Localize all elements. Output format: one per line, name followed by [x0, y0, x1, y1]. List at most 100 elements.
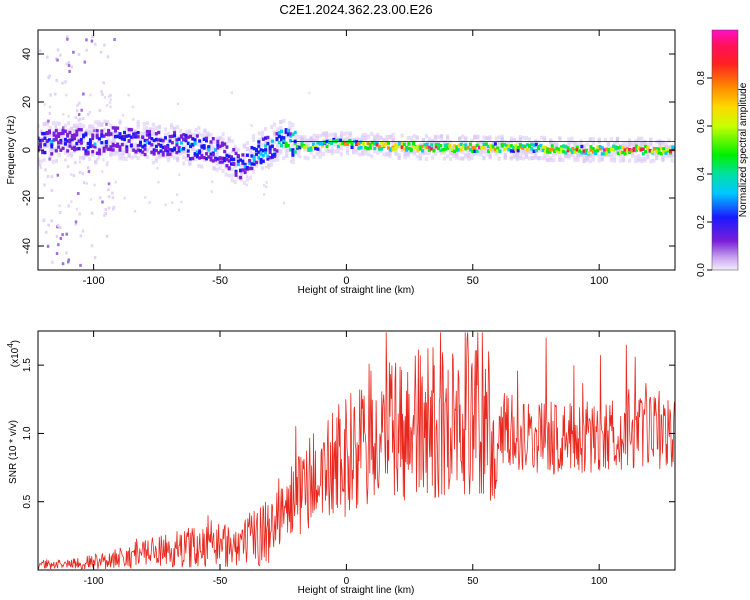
spectrogram-cell	[54, 137, 58, 142]
spectrogram-halo-cell	[670, 149, 674, 154]
spectrogram-halo-cell	[333, 134, 337, 139]
spectrogram-halo-cell	[324, 134, 328, 139]
spectrogram-cell	[202, 137, 206, 141]
spectrogram-halo-cell	[582, 144, 586, 149]
spectrogram-halo-cell	[309, 150, 313, 155]
spectrogram-halo-cell	[552, 153, 556, 158]
spectrogram-noise-cell	[85, 48, 88, 52]
spectrogram-x-tick-label: -50	[212, 275, 228, 287]
snr-y-label: SNR (10 * v/v)	[8, 420, 19, 484]
spectrogram-halo-cell	[579, 152, 583, 157]
spectrogram-halo-cell	[388, 152, 392, 157]
spectrogram-cell	[157, 130, 161, 135]
spectrogram-cell	[364, 145, 368, 150]
spectrogram-halo-cell	[549, 142, 553, 147]
spectrogram-halo-cell	[540, 156, 544, 161]
spectrogram-halo-cell	[518, 156, 522, 161]
spectrogram-noise-cell	[67, 204, 70, 208]
spectrogram-cell	[182, 133, 186, 137]
spectrogram-cell	[521, 144, 525, 148]
spectrogram-halo-cell	[297, 150, 301, 155]
spectrogram-cell	[605, 147, 609, 152]
spectrogram-noise-cell	[39, 49, 42, 53]
spectrogram-halo-cell	[361, 138, 365, 143]
spectrogram-cell	[170, 134, 174, 138]
spectrogram-halo-cell	[482, 149, 486, 154]
spectrogram-cell	[598, 147, 602, 151]
spectrogram-cell	[439, 143, 443, 148]
spectrogram-halo-cell	[270, 125, 274, 130]
spectrogram-cell	[70, 137, 74, 142]
spectrogram-cell	[52, 131, 56, 136]
spectrogram-halo-cell	[576, 153, 580, 158]
spectrogram-halo-cell	[145, 147, 149, 152]
spectrogram-cell	[409, 148, 413, 153]
spectrogram-noise-cell	[81, 229, 85, 233]
spectrogram-cell	[50, 142, 54, 146]
spectrogram-halo-cell	[69, 126, 74, 131]
spectrogram-cell	[336, 144, 340, 149]
spectrogram-noise-cell	[43, 103, 46, 106]
spectrogram-cell	[625, 149, 629, 153]
spectrogram-cell	[596, 145, 600, 149]
snr-x-tick-label: 0	[344, 576, 350, 587]
spectrogram-halo-cell	[549, 138, 553, 143]
spectrogram-halo-cell	[628, 158, 632, 163]
spectrogram-cell	[339, 138, 343, 143]
spectrogram-cell	[145, 138, 149, 143]
spectrogram-halo-cell	[497, 156, 501, 161]
spectrogram-halo-cell	[212, 140, 216, 145]
spectrogram-halo-cell	[282, 130, 286, 135]
spectrogram-halo-cell	[540, 148, 544, 153]
spectrogram-halo-cell	[230, 167, 234, 172]
spectrogram-halo-cell	[339, 146, 344, 151]
spectrogram-halo-cell	[485, 148, 489, 153]
spectrogram-halo-cell	[163, 133, 168, 138]
spectrogram-cell	[161, 145, 165, 150]
spectrogram-halo-cell	[191, 132, 195, 137]
spectrogram-halo-cell	[179, 145, 183, 150]
spectrogram-halo-cell	[373, 136, 377, 141]
spectrogram-noise-cell	[85, 182, 89, 185]
spectrogram-halo-cell	[394, 151, 398, 156]
spectrogram-noise-cell	[105, 122, 108, 126]
spectrogram-halo-cell	[385, 151, 389, 156]
spectrogram-halo-cell	[600, 156, 604, 161]
spectrogram-noise-cell	[82, 181, 86, 185]
spectrogram-halo-cell	[306, 141, 310, 146]
spectrogram-cell	[270, 153, 274, 157]
snr-y-tick-label: 0.5	[22, 494, 33, 508]
spectrogram-noise-cell	[78, 160, 82, 164]
spectrogram-halo-cell	[618, 154, 623, 159]
spectrogram-halo-cell	[215, 161, 219, 166]
spectrogram-halo-cell	[670, 158, 674, 163]
spectrogram-halo-cell	[500, 134, 504, 139]
spectrogram-halo-cell	[470, 147, 474, 152]
spectrogram-halo-cell	[433, 151, 438, 156]
spectrogram-halo-cell	[124, 126, 128, 131]
spectrogram-halo-cell	[276, 153, 280, 158]
spectrogram-cell	[425, 145, 429, 149]
spectrogram-halo-cell	[558, 154, 562, 159]
spectrogram-halo-cell	[38, 139, 40, 144]
spectrogram-halo-cell	[173, 137, 177, 142]
spectrogram-halo-cell	[467, 156, 471, 161]
spectrogram-halo-cell	[348, 142, 353, 147]
spectrogram-halo-cell	[57, 152, 61, 157]
spectrogram-noise-cell	[77, 52, 81, 56]
spectrogram-cell	[366, 146, 370, 151]
spectrogram-halo-cell	[230, 149, 234, 154]
spectrogram-cell	[357, 141, 361, 146]
spectrogram-cell	[493, 147, 497, 152]
spectrogram-halo-cell	[330, 151, 334, 156]
spectrogram-cell	[68, 138, 72, 142]
spectrogram-cell	[264, 151, 268, 155]
spectrogram-halo-cell	[97, 123, 101, 128]
spectrogram-noise-cell	[74, 116, 78, 120]
snr-background	[38, 331, 675, 570]
spectrogram-cell	[619, 145, 622, 149]
spectrogram-halo-cell	[533, 140, 538, 145]
spectrogram-cell	[216, 143, 220, 147]
spectrogram-cell	[259, 152, 263, 156]
